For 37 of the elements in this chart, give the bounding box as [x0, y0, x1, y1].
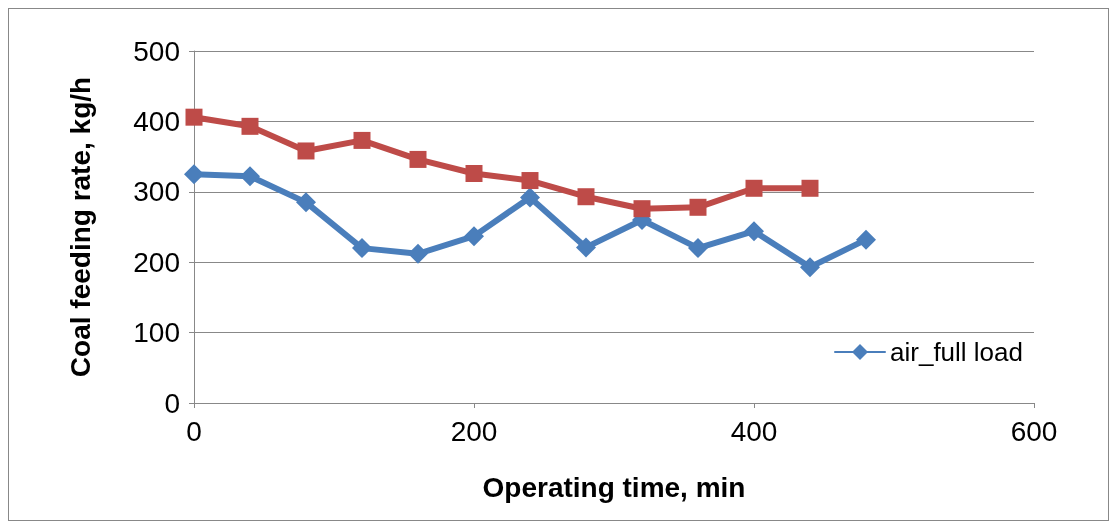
x-tick-label: 0	[186, 415, 202, 447]
legend-label: air_full load	[890, 337, 1024, 367]
point	[464, 226, 484, 247]
y-axis-title: Coal feeding rate, kg/h	[64, 76, 96, 378]
y-tick-label: 100	[133, 317, 180, 349]
point	[465, 165, 483, 182]
point	[241, 117, 259, 135]
point	[352, 238, 372, 259]
y-tick-label: 200	[133, 246, 180, 278]
point	[240, 166, 260, 187]
point	[184, 164, 204, 185]
x-tick-label: 400	[730, 415, 778, 447]
point	[576, 237, 596, 258]
y-tick-label: 0	[164, 387, 180, 419]
point	[689, 198, 707, 216]
point	[744, 221, 764, 242]
point	[409, 150, 427, 168]
point	[185, 108, 203, 126]
x-axis-title: Operating time, min	[482, 471, 746, 503]
point	[800, 257, 820, 278]
point	[801, 179, 819, 197]
point	[408, 243, 428, 264]
y-tick-label: 400	[133, 105, 180, 137]
point	[856, 229, 876, 250]
point	[633, 200, 651, 218]
point	[577, 188, 595, 206]
x-tick-label: 200	[450, 415, 498, 447]
x-tick-label: 600	[1010, 415, 1058, 447]
point	[353, 131, 371, 149]
point	[297, 142, 315, 160]
y-tick-label: 300	[133, 176, 180, 208]
point	[688, 238, 708, 259]
point	[745, 179, 763, 197]
y-tick-label: 500	[133, 35, 180, 67]
point	[296, 192, 316, 213]
point	[520, 187, 540, 208]
point	[521, 172, 539, 190]
